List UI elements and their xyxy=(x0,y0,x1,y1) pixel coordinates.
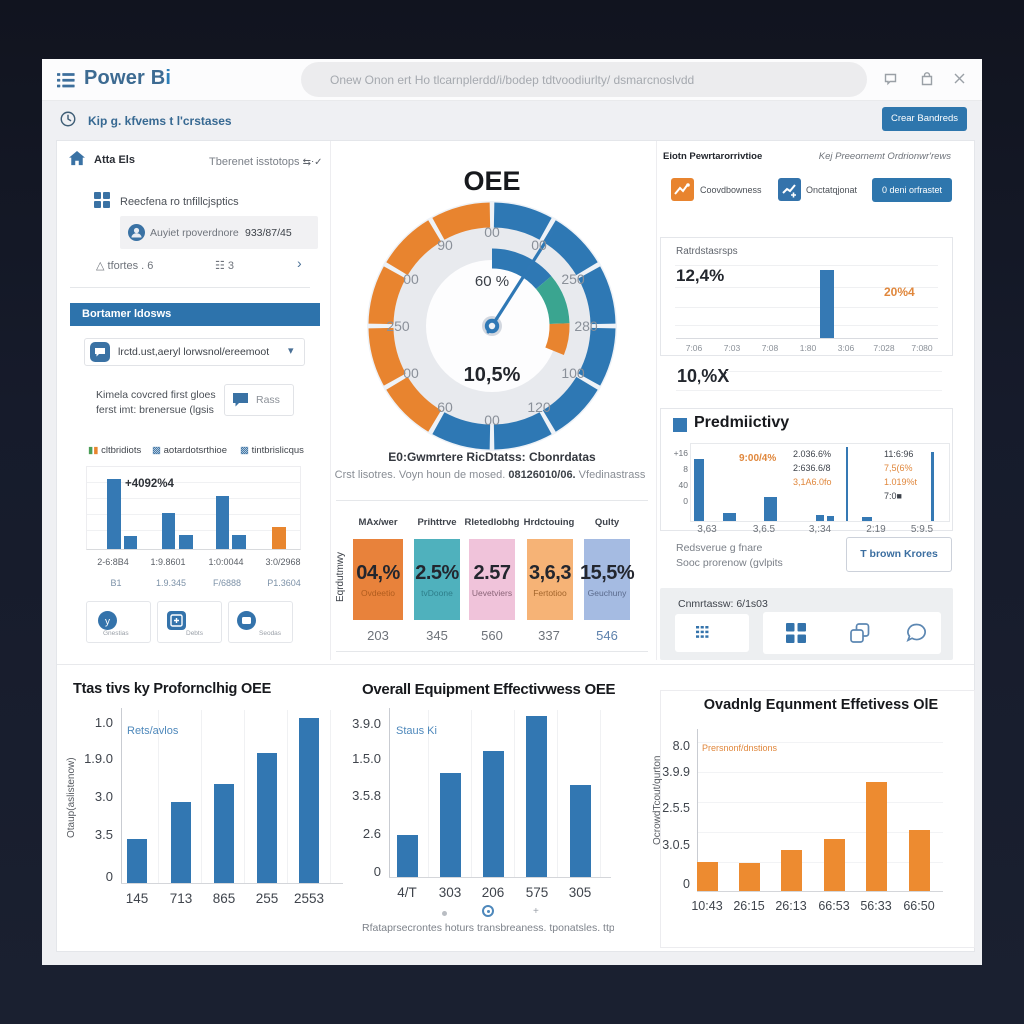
svg-text:100: 100 xyxy=(561,365,585,381)
svg-text:90: 90 xyxy=(437,237,453,253)
svg-text:00: 00 xyxy=(531,237,547,253)
svg-text:00: 00 xyxy=(484,224,500,240)
svg-text:00: 00 xyxy=(484,412,500,428)
svg-text:120: 120 xyxy=(527,399,551,415)
svg-text:00: 00 xyxy=(403,365,419,381)
svg-text:280: 280 xyxy=(574,318,598,334)
svg-text:250: 250 xyxy=(561,271,585,287)
svg-text:250: 250 xyxy=(386,318,410,334)
svg-text:00: 00 xyxy=(403,271,419,287)
svg-text:60: 60 xyxy=(437,399,453,415)
svg-text:y: y xyxy=(105,617,110,628)
